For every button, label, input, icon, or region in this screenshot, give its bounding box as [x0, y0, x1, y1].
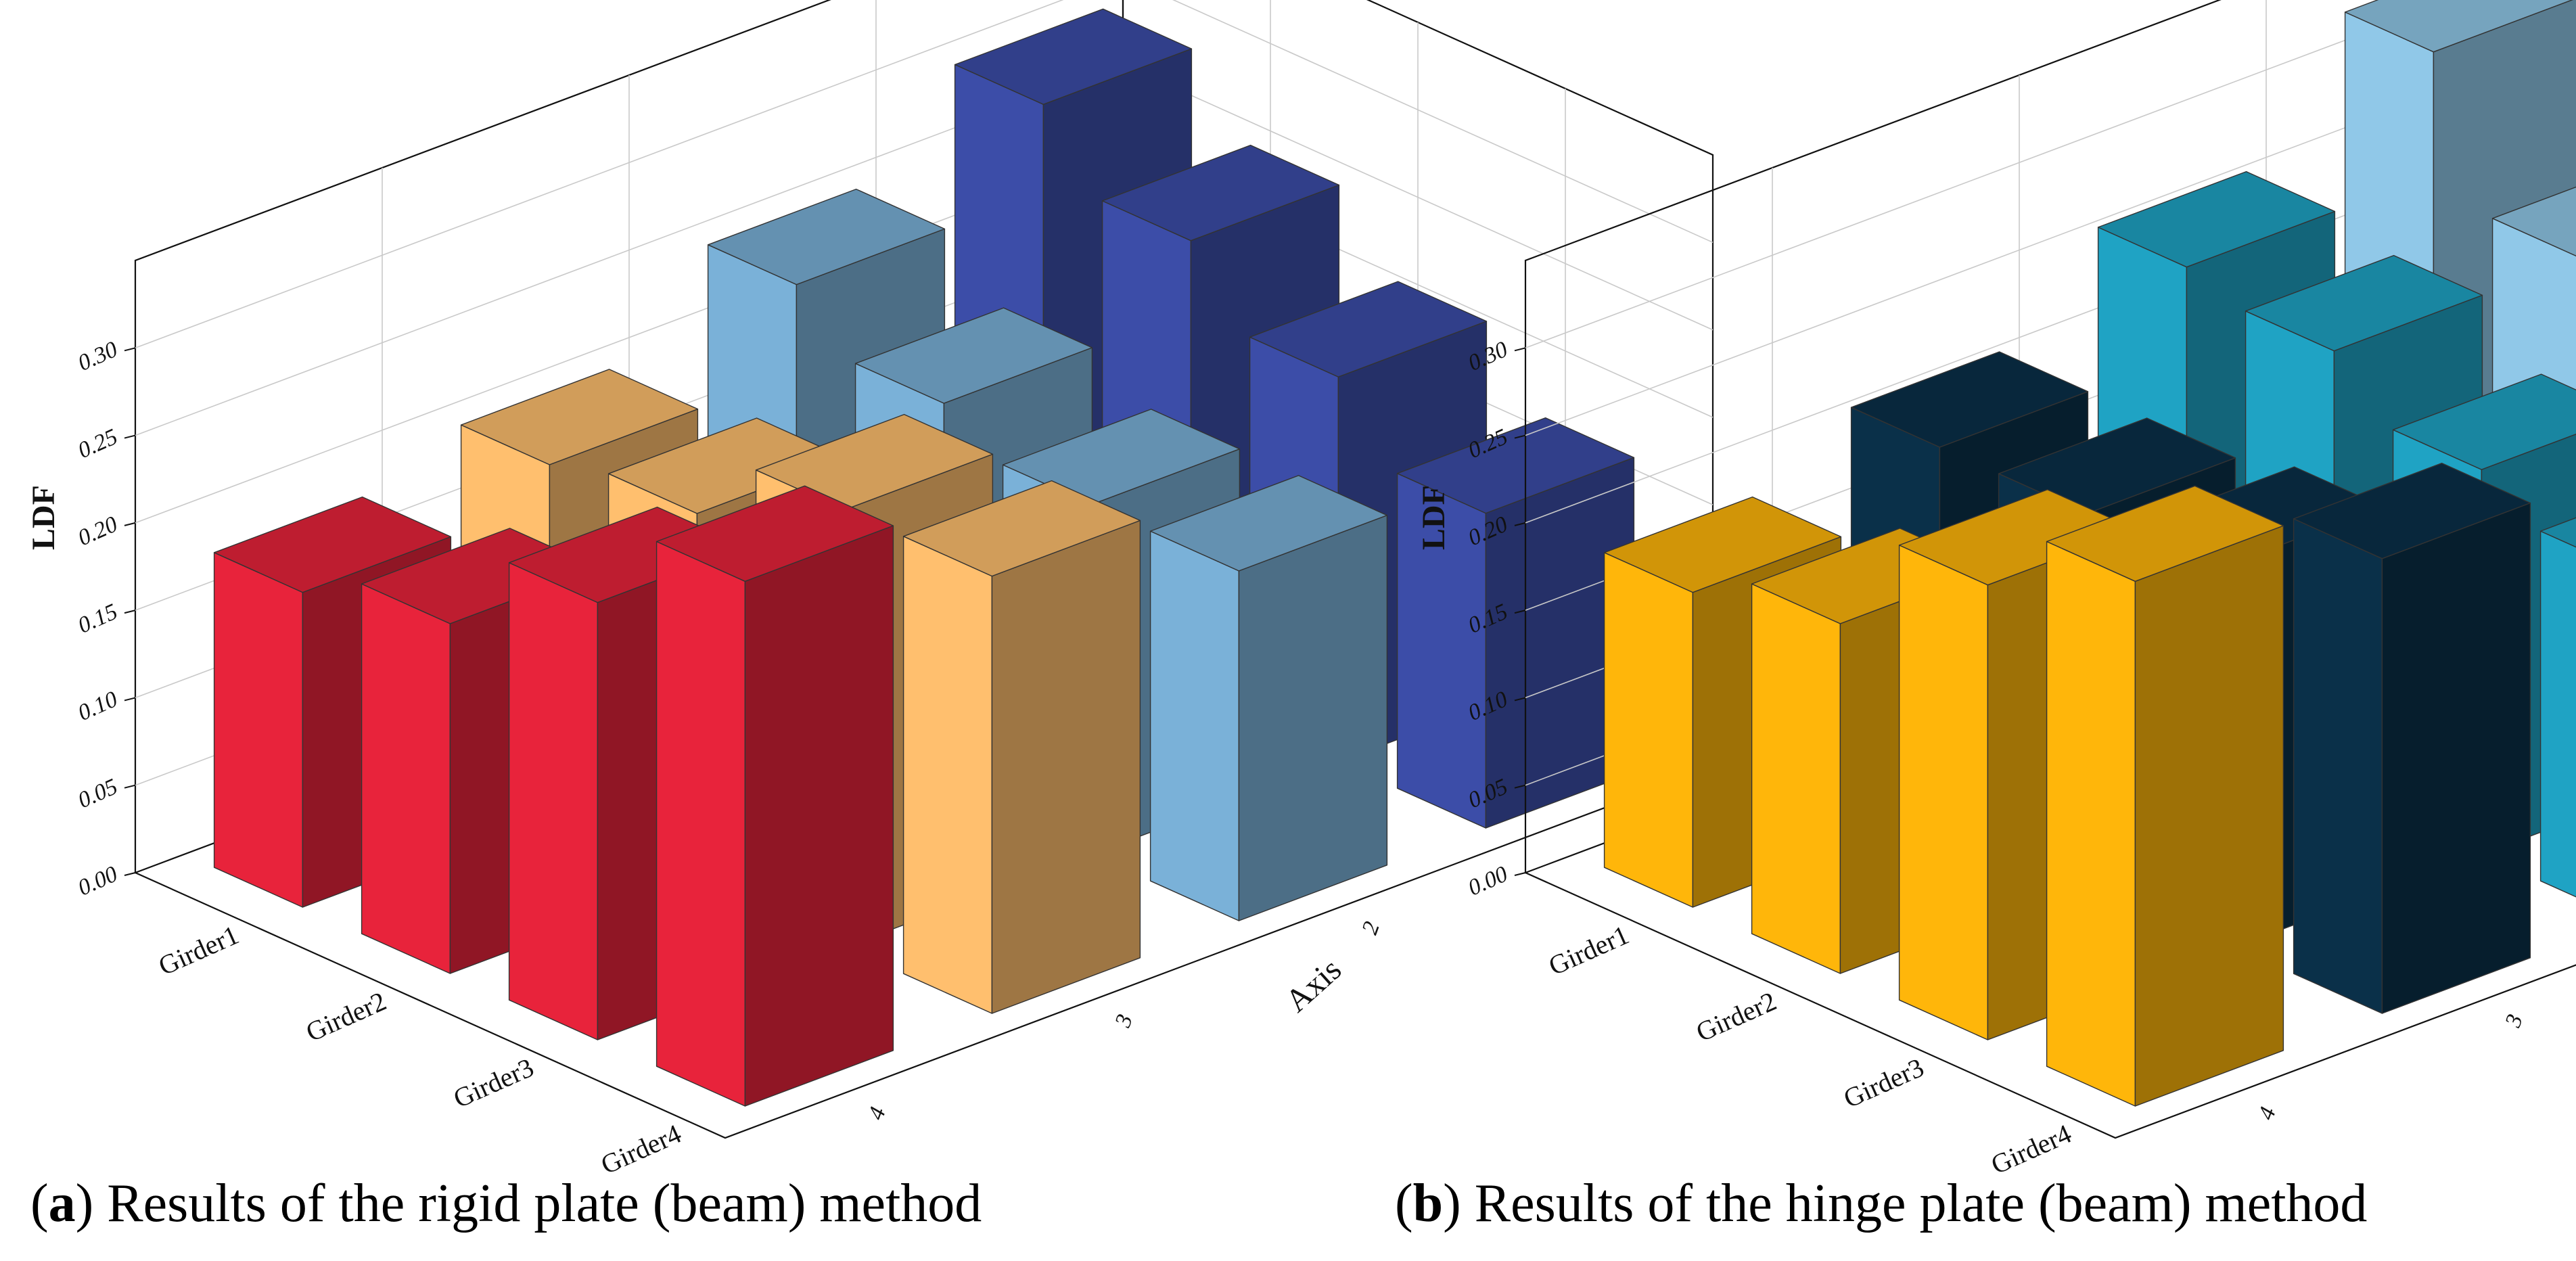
chart-panel-b: 0.000.050.100.150.200.250.30LDFGirder1Gi…	[1416, 0, 2576, 1180]
bar	[902, 480, 1141, 1014]
bar-top-face	[213, 496, 452, 593]
bar-front-face	[1149, 530, 1240, 921]
bar-front-face	[902, 536, 993, 1014]
bar	[2293, 463, 2531, 1014]
axis-number-label: 2	[1357, 919, 1385, 938]
z-tick-mark	[1514, 434, 1526, 439]
bar-top-face	[2293, 463, 2531, 559]
y-axis-label: LDF	[1416, 485, 1452, 550]
z-tick-label: 0.10	[74, 687, 121, 726]
z-gridline	[135, 0, 1714, 349]
caption-b: (b) Results of the hinge plate (beam) me…	[1395, 1174, 2367, 1233]
axis-number-label: 4	[2253, 1104, 2281, 1124]
bar-top-face	[954, 8, 1193, 106]
bar	[656, 485, 894, 1107]
z-tick-mark	[1514, 784, 1526, 789]
z-tick-mark	[1514, 347, 1526, 352]
z-tick-mark	[124, 784, 136, 789]
girder-label: Girder2	[302, 986, 391, 1048]
z-tick-mark	[124, 610, 136, 614]
bar-top-face	[1149, 475, 1388, 572]
bar-side-face	[744, 525, 894, 1107]
bars	[213, 8, 1635, 1107]
bar-front-face	[2293, 518, 2383, 1014]
z-tick-label: 0.00	[1465, 862, 1511, 901]
bar-top-face	[2491, 186, 2576, 257]
bar-front-face	[656, 541, 746, 1107]
bar-top-face	[1850, 351, 2089, 448]
bar-side-face	[1238, 515, 1388, 921]
bar-top-face	[1101, 144, 1340, 242]
girder-label: Girder4	[1987, 1118, 2076, 1180]
bar-front-face	[1751, 583, 1841, 974]
bar-top-face	[707, 188, 946, 285]
bar-front-face	[1898, 545, 1989, 1040]
axis-number-label: 3	[1110, 1011, 1138, 1032]
z-tick-mark	[124, 434, 136, 439]
bar-front-face	[508, 562, 599, 1040]
caption-b-label: b	[1413, 1174, 1444, 1233]
bars	[1603, 0, 2576, 1107]
z-tick-label: 0.00	[74, 862, 121, 901]
girder-label: Girder4	[597, 1118, 686, 1180]
floor-edges	[1525, 871, 2576, 1139]
z-tick-label: 0.20	[74, 511, 121, 551]
bar-front-face	[2539, 530, 2576, 898]
floor-edges	[135, 766, 1714, 1139]
girder-label: Girder2	[1692, 986, 1781, 1048]
girder-label: Girder1	[1544, 919, 1634, 982]
z-tick-mark	[1514, 872, 1526, 876]
caption-a: (a) Results of the rigid plate (beam) me…	[30, 1174, 982, 1233]
z-gridline	[1525, 0, 2576, 349]
bar	[1396, 417, 1635, 829]
z-tick-mark	[124, 872, 136, 876]
bar-top-face	[2344, 0, 2573, 53]
axis-number-label: 3	[2500, 1011, 2528, 1032]
bar-top-face	[1396, 417, 1635, 514]
bar-front-face	[213, 552, 304, 908]
z-tick-mark	[1514, 697, 1526, 702]
bar-top-face	[1603, 496, 1842, 593]
bar-front-face	[1603, 552, 1694, 908]
z-tick-mark	[1514, 522, 1526, 526]
bar-top-face	[2245, 254, 2483, 352]
y-axis-label: LDF	[26, 485, 62, 550]
axis-number-label: 4	[863, 1104, 891, 1124]
bar-side-face	[2381, 502, 2531, 1014]
z-tick-mark	[124, 522, 136, 526]
z-tick-label: 0.15	[74, 599, 121, 639]
bar-top-face	[656, 485, 894, 582]
bar-top-face	[460, 369, 699, 465]
z-tick-label: 0.30	[74, 337, 121, 376]
bar-top-face	[2539, 517, 2576, 548]
girder-label: Girder3	[449, 1052, 538, 1114]
bar-top-face	[2097, 170, 2336, 268]
bar-top-face	[2046, 485, 2284, 582]
girder-label: Girder1	[154, 919, 244, 982]
caption-a-label: a	[49, 1174, 76, 1233]
bar-front-face	[2046, 541, 2136, 1107]
z-tick-label: 0.25	[74, 424, 121, 463]
bar-top-face	[902, 480, 1141, 577]
bar	[1149, 475, 1388, 921]
bar-top-face	[1249, 281, 1488, 377]
caption-b-text: Results of the hinge plate (beam) method	[1475, 1174, 2368, 1233]
bar-top-face	[2392, 373, 2576, 470]
axis-label: Axis	[1279, 951, 1348, 1019]
caption-a-text: Results of the rigid plate (beam) method	[107, 1174, 982, 1233]
bar-top-face	[854, 307, 1093, 404]
girder-label: Girder3	[1839, 1052, 1929, 1114]
z-tick-mark	[1514, 610, 1526, 614]
chart-panel-a: 0.00 0.05 0.10 0.15 0.20 0.25 0.30 LDF Girder1 Gi…	[26, 0, 1714, 1180]
bar	[2539, 517, 2576, 898]
z-tick-mark	[124, 347, 136, 352]
z-tick-mark	[124, 697, 136, 702]
z-tick-label: 0.05	[74, 774, 121, 813]
bar	[2046, 485, 2284, 1107]
bar-side-face	[991, 520, 1141, 1014]
bar-front-face	[361, 583, 451, 974]
bar-side-face	[2134, 525, 2284, 1107]
